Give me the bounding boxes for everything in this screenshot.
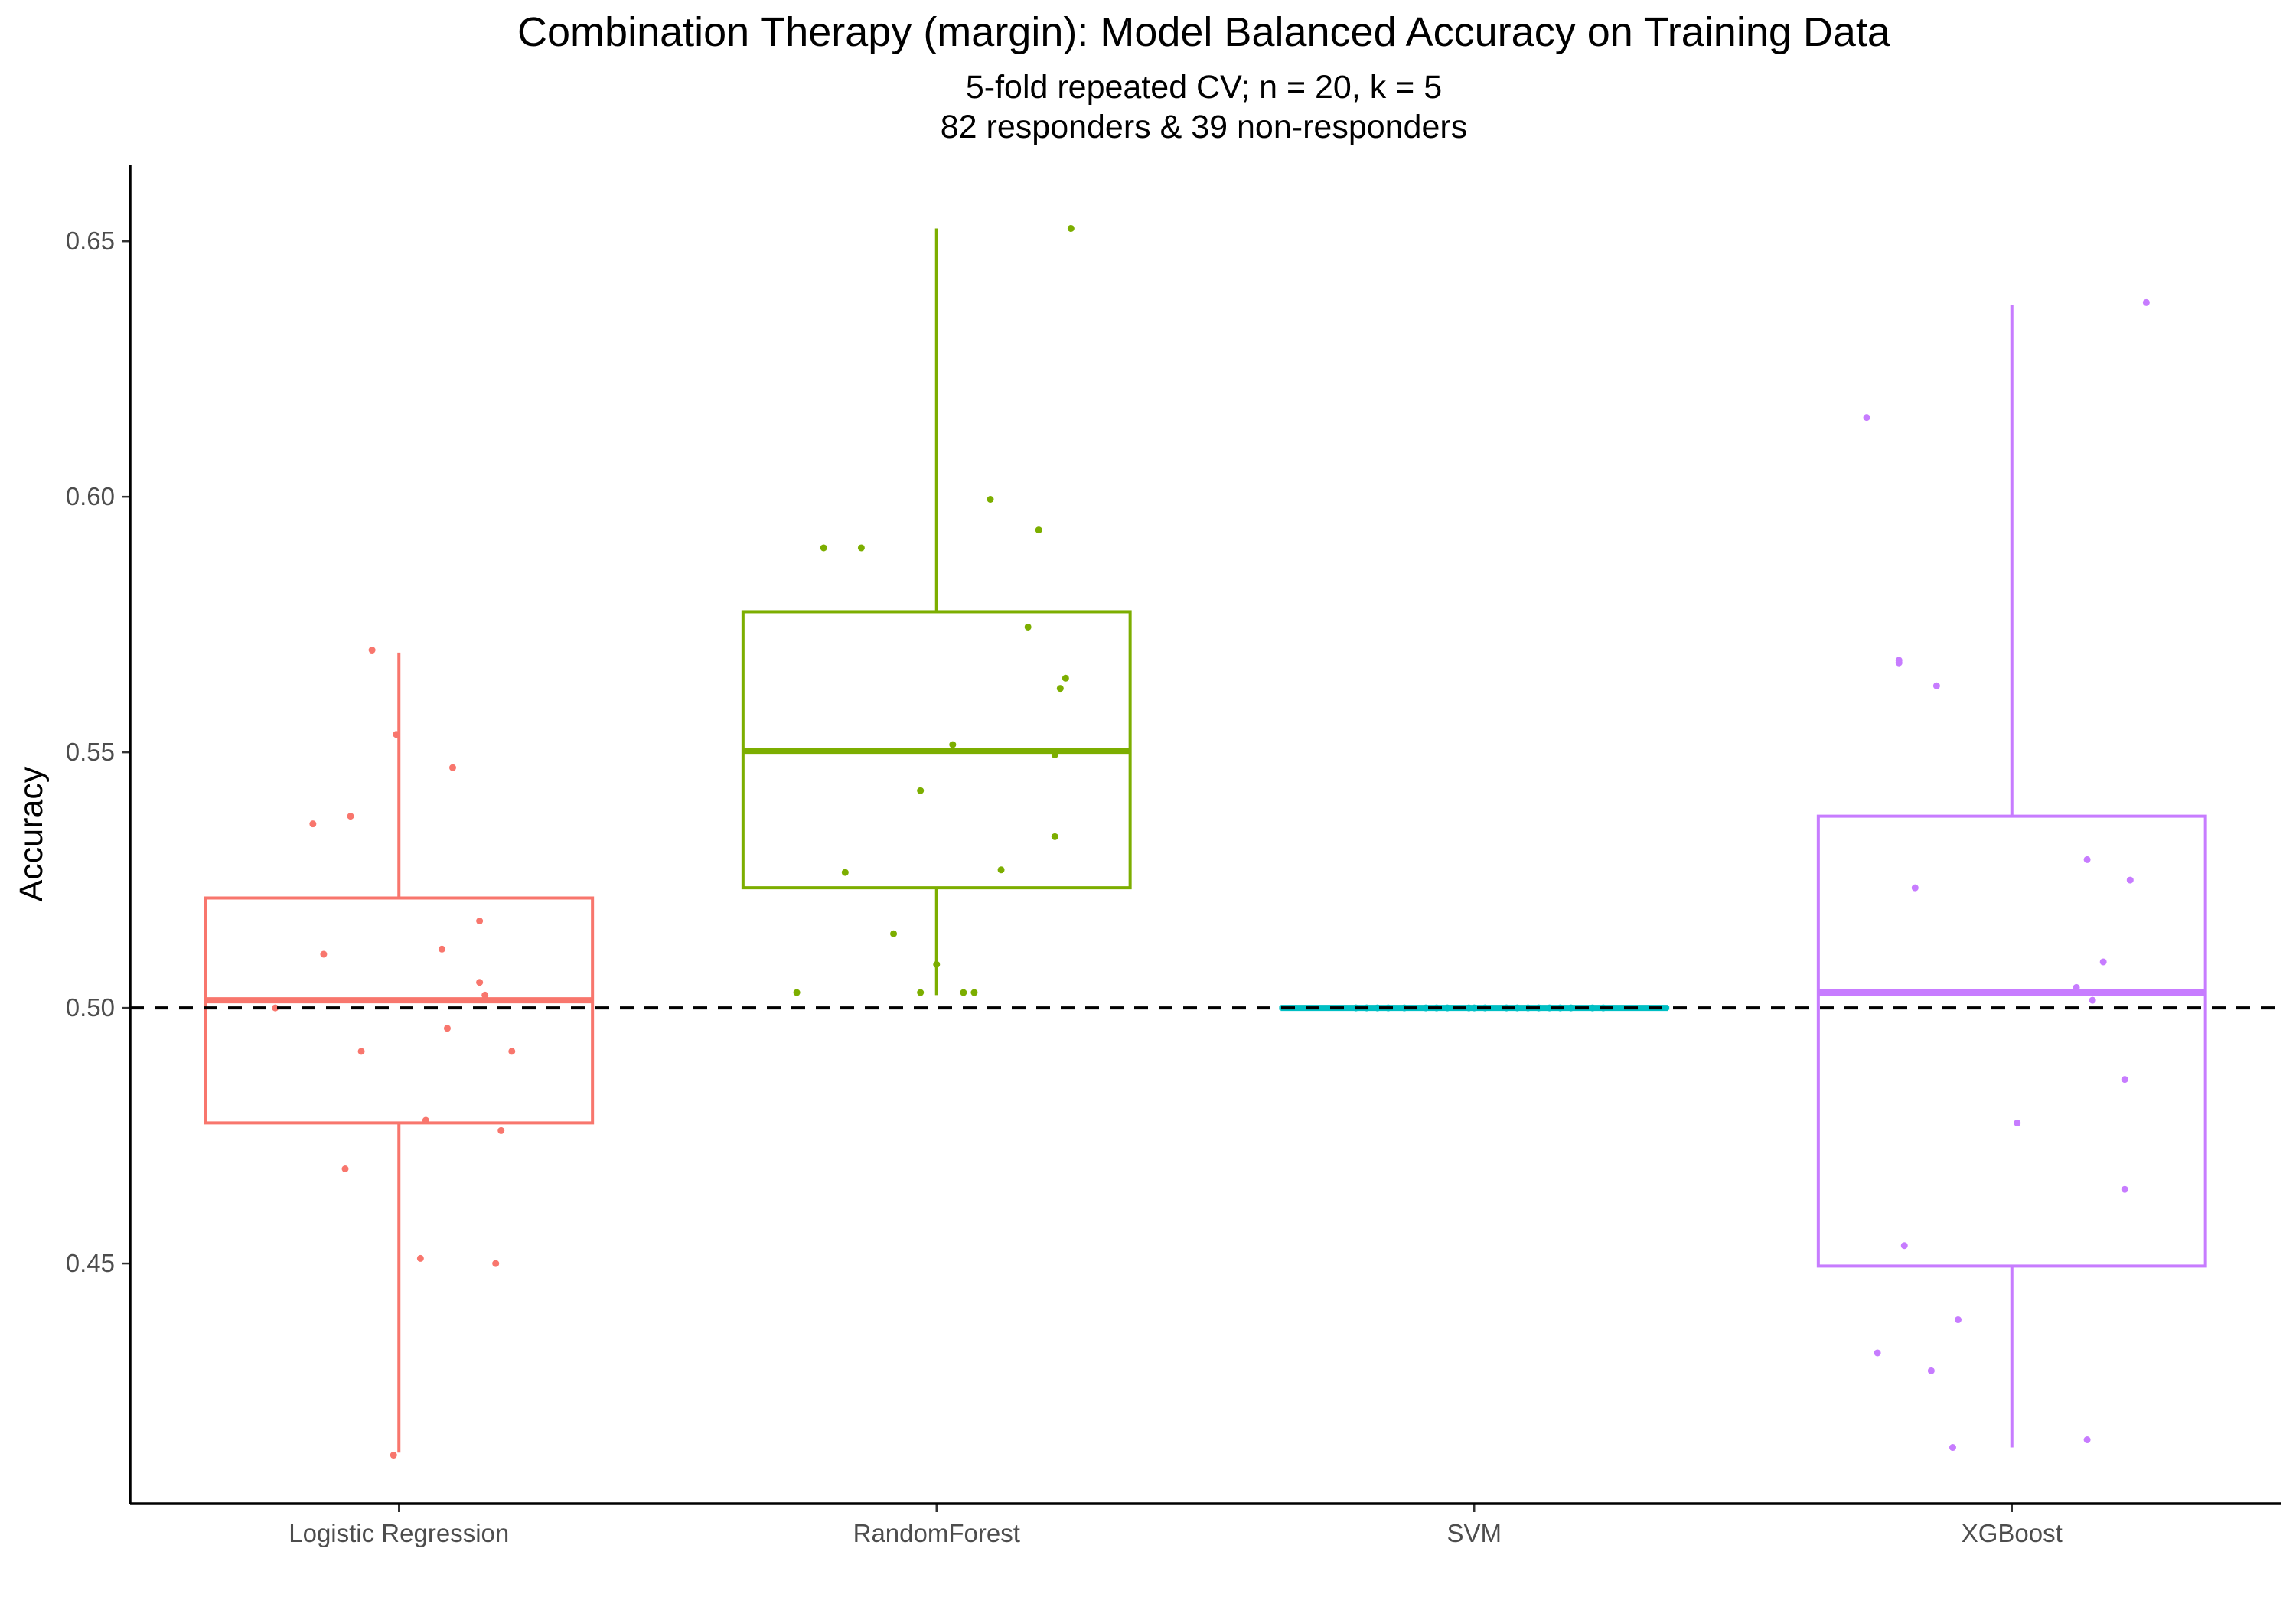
plot-area: 0.45 0.50 0.55 0.60 0.65 Logistic Regression R… [66,165,2281,1547]
data-point [2121,1076,2128,1084]
box-iqr [1816,814,2207,1268]
x-tick-label: SVM [1446,1519,1502,1547]
data-point [949,741,957,748]
y-tick-label: 0.65 [66,227,115,255]
data-point [1051,751,1058,758]
data-point [917,989,925,996]
data-point [1062,674,1069,682]
data-point [970,989,978,996]
data-point [497,1126,505,1134]
data-point [390,1452,397,1459]
data-point [1513,1004,1521,1012]
data-point [347,813,354,820]
data-point [1927,1367,1935,1374]
data-point [1895,659,1903,667]
data-point [2073,983,2080,991]
y-tick-label: 0.55 [66,738,115,766]
data-point [820,544,827,552]
chart-subtitle-line-2: 82 responders & 39 non-responders [941,109,1467,145]
data-point [1874,1349,1881,1357]
data-point [2142,298,2150,306]
data-point [1589,1004,1596,1012]
y-tick-label: 0.50 [66,993,115,1022]
data-point [1067,224,1075,232]
x-tick-label: RandomForest [853,1519,1020,1547]
y-axis-title: Accuracy [13,766,50,901]
data-point [960,989,967,996]
box-iqr [204,896,595,1125]
data-point [438,945,445,953]
data-point [2014,1119,2021,1126]
data-point [272,1004,279,1012]
data-point [2126,876,2134,884]
data-point [508,1048,516,1055]
data-point [1546,1004,1554,1012]
data-point [341,1165,349,1172]
data-point [1470,1004,1478,1012]
y-tick-label: 0.60 [66,482,115,510]
data-point [890,930,898,937]
data-point [1056,685,1064,693]
data-point [492,1260,500,1267]
data-point [393,731,400,738]
data-point [449,764,456,771]
data-point [309,820,317,828]
x-tick-label: XGBoost [1962,1519,2063,1547]
data-point [1422,1004,1430,1012]
data-point [2089,996,2096,1004]
data-point [917,787,925,794]
data-point [368,647,376,654]
data-point [1035,526,1042,534]
chart-subtitle-line-1: 5-fold repeated CV; n = 20, k = 5 [966,69,1442,106]
data-point [1949,1444,1956,1452]
data-point [1443,1004,1451,1012]
data-point [2099,958,2107,966]
data-point [933,960,941,968]
data-point [1900,1242,1908,1250]
data-point [1051,833,1058,840]
data-point [841,869,849,876]
data-point [2083,856,2091,863]
y-tick-label: 0.45 [66,1249,115,1277]
data-point [357,1048,365,1055]
data-point [1932,682,1940,689]
data-point [2121,1185,2128,1193]
data-point [443,1025,451,1032]
data-point [1863,414,1870,422]
data-point [1567,1004,1575,1012]
x-tick-label: Logistic Regression [289,1519,509,1547]
data-point [320,950,328,958]
data-point [1911,884,1919,892]
data-point [1024,623,1032,631]
data-point [1465,1004,1473,1012]
data-point [481,991,489,999]
data-point [422,1116,429,1124]
data-point [997,866,1005,874]
data-point [793,989,801,996]
data-point [1955,1316,1962,1324]
data-point [1374,1004,1381,1012]
data-point [857,544,865,552]
data-point [987,496,994,503]
data-point [2083,1436,2091,1444]
chart-title: Combination Therapy (margin): Model Bala… [517,9,1891,55]
data-point [476,979,484,986]
data-point [416,1254,424,1262]
data-point [476,918,484,925]
